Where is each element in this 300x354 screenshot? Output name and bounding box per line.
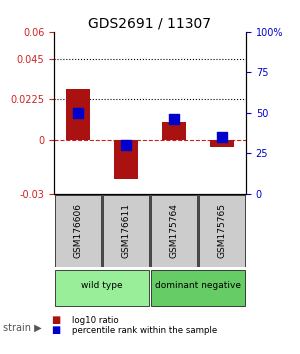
Bar — [66, 90, 90, 140]
Text: GDS2691 / 11307: GDS2691 / 11307 — [88, 16, 212, 30]
FancyBboxPatch shape — [103, 195, 149, 267]
Text: percentile rank within the sample: percentile rank within the sample — [72, 326, 217, 335]
Point — [172, 116, 176, 122]
Text: ■: ■ — [51, 315, 60, 325]
Text: dominant negative: dominant negative — [155, 281, 241, 290]
Text: GSM176611: GSM176611 — [122, 203, 130, 258]
FancyBboxPatch shape — [151, 269, 245, 306]
FancyBboxPatch shape — [55, 195, 101, 267]
FancyBboxPatch shape — [55, 269, 149, 306]
Text: ■: ■ — [51, 325, 60, 335]
Point — [220, 134, 224, 140]
Text: wild type: wild type — [81, 281, 123, 290]
FancyBboxPatch shape — [151, 195, 197, 267]
Text: GSM176606: GSM176606 — [74, 203, 82, 258]
Point — [76, 110, 80, 116]
Text: GSM175765: GSM175765 — [218, 203, 226, 258]
FancyBboxPatch shape — [199, 195, 245, 267]
Text: GSM175764: GSM175764 — [169, 203, 178, 258]
Text: strain ▶: strain ▶ — [3, 322, 42, 332]
Bar — [162, 122, 186, 140]
Text: log10 ratio: log10 ratio — [72, 316, 118, 325]
Bar — [114, 140, 138, 179]
Bar — [210, 140, 234, 147]
Point — [124, 142, 128, 148]
